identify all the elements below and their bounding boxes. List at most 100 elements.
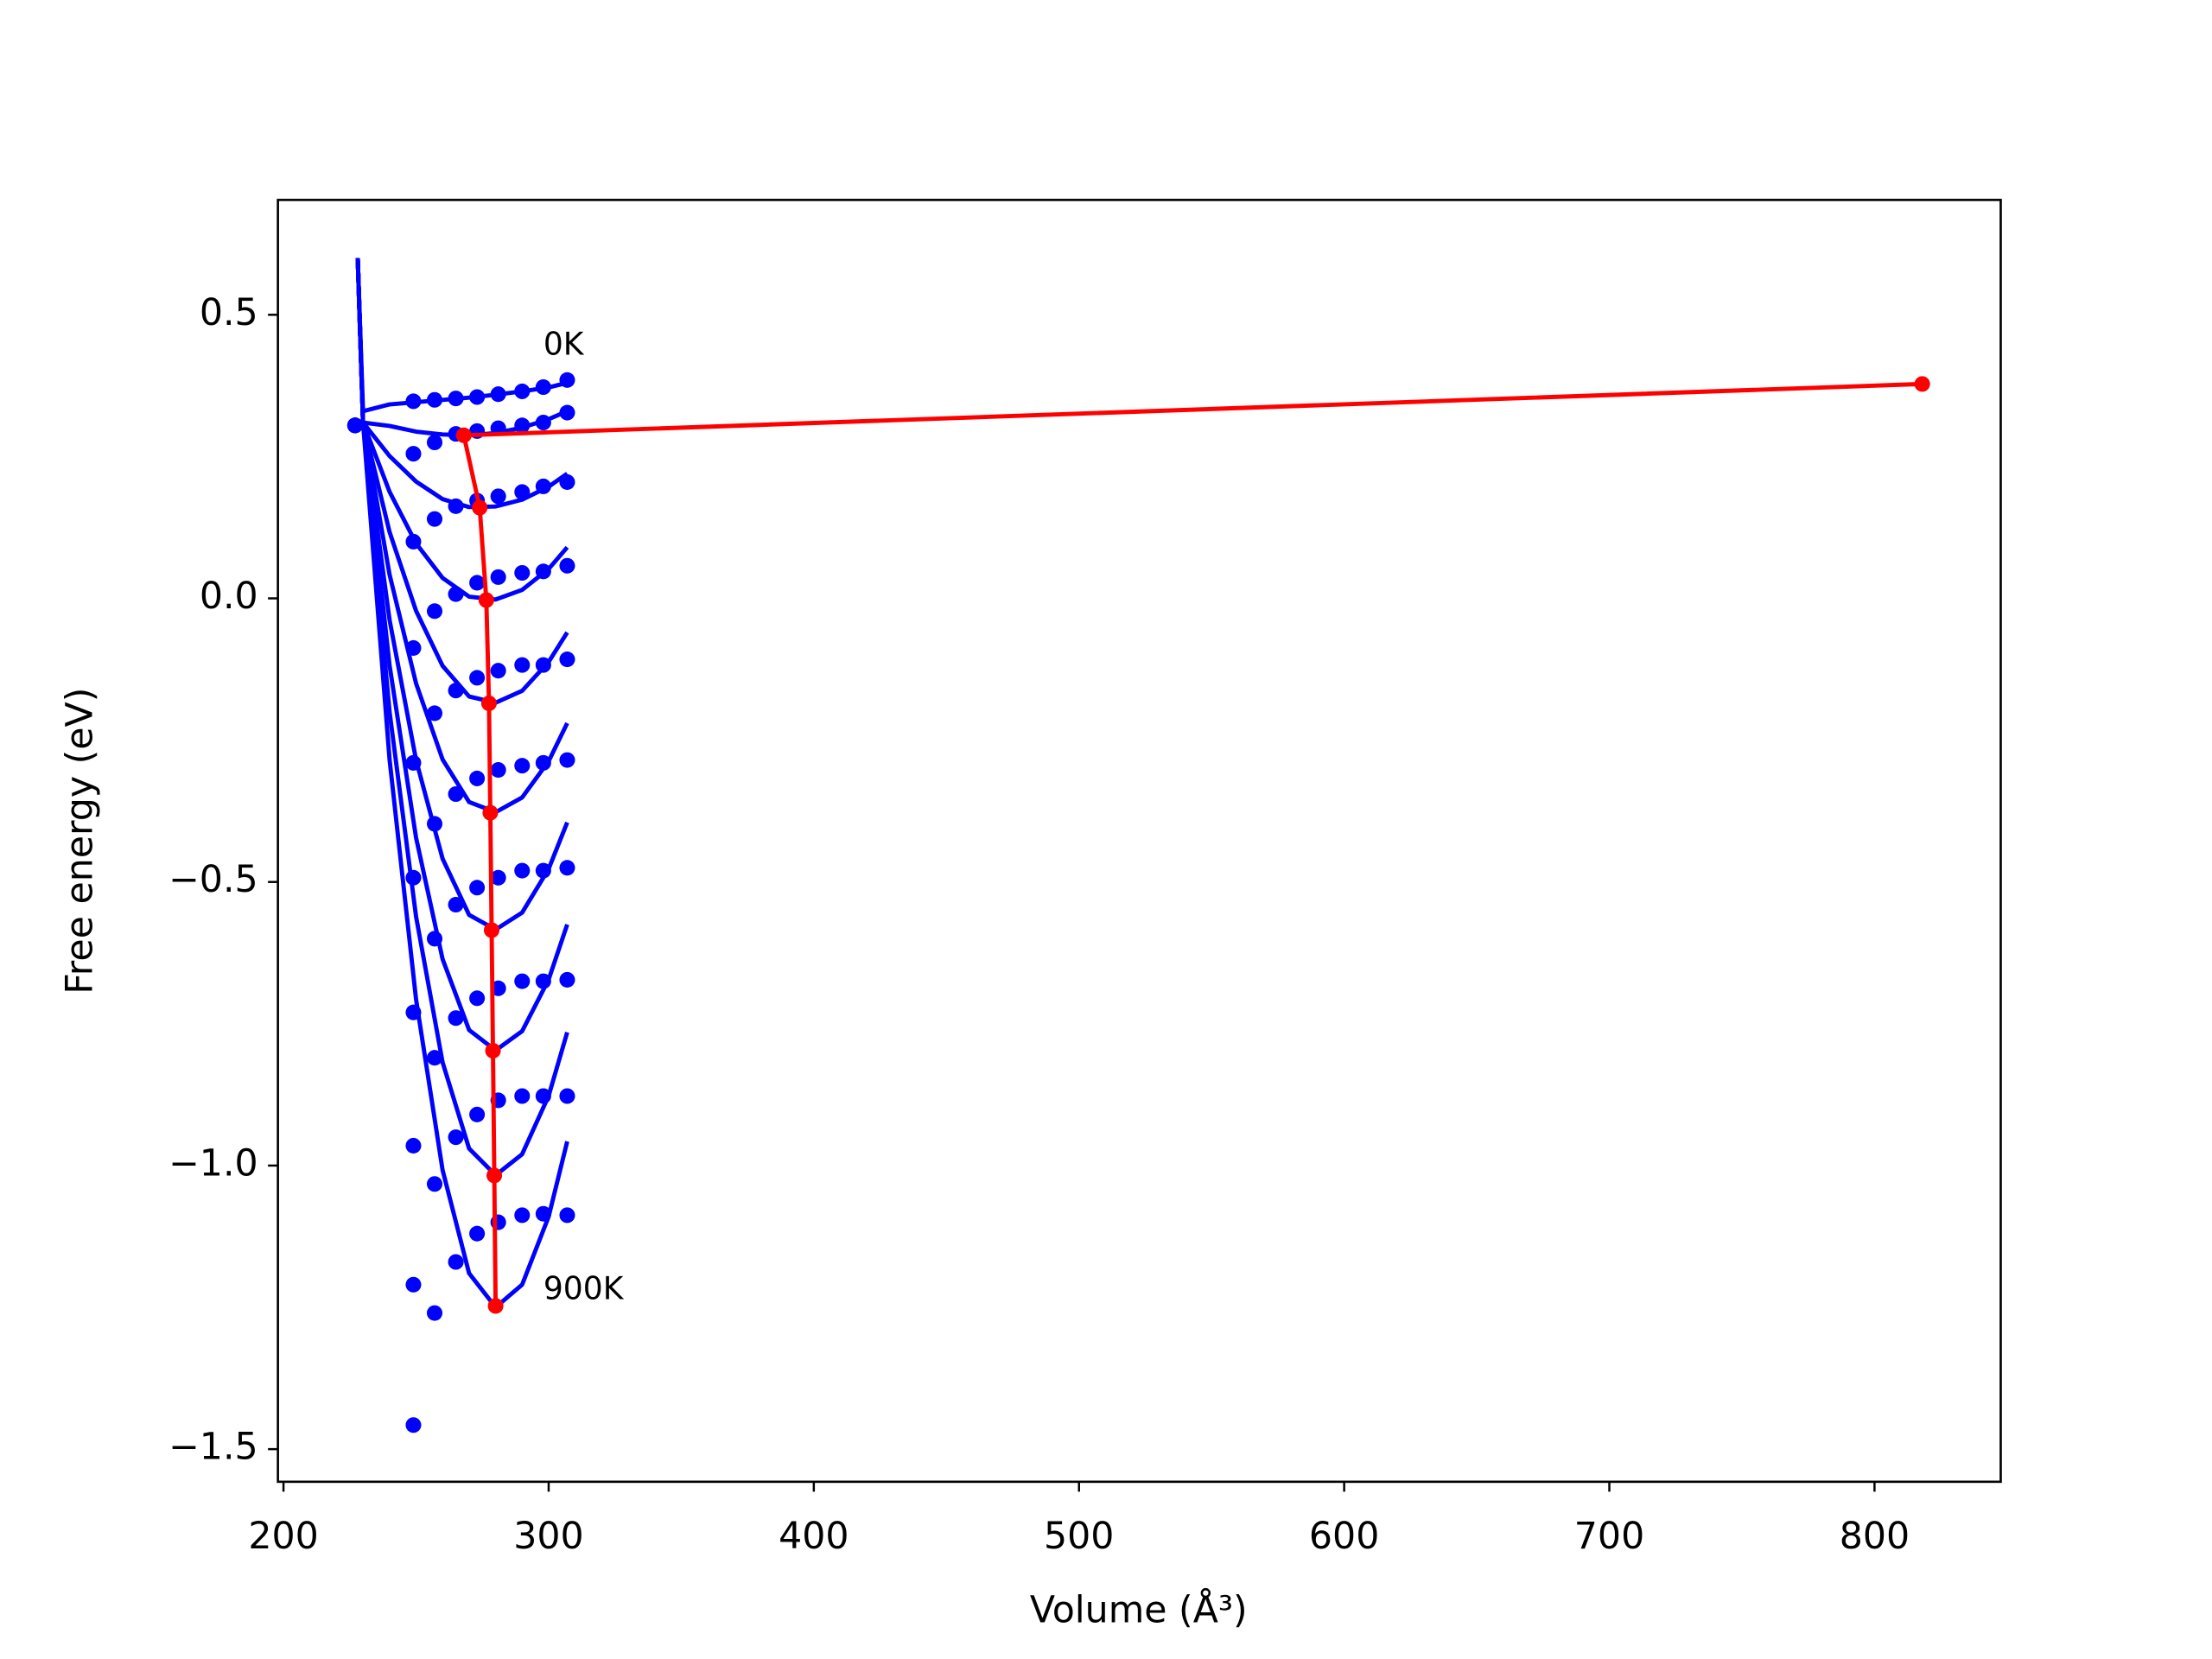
data-point	[448, 498, 464, 514]
data-point	[514, 973, 531, 989]
data-point	[405, 1417, 422, 1433]
y-tick-label: −1.5	[168, 1426, 258, 1469]
data-point	[490, 386, 506, 403]
data-point	[405, 639, 422, 656]
x-tick-label: 600	[1309, 1515, 1379, 1558]
x-axis-label: Volume (Å³)	[1030, 1587, 1248, 1631]
x-tick-label: 400	[779, 1515, 849, 1558]
data-point	[469, 770, 486, 786]
data-point	[485, 1042, 501, 1059]
data-point	[469, 880, 486, 896]
data-point	[483, 922, 500, 938]
x-tick-label: 200	[248, 1515, 318, 1558]
data-point	[535, 1205, 551, 1222]
data-point	[559, 557, 575, 574]
data-point	[426, 1050, 443, 1066]
data-point	[490, 663, 506, 679]
data-point	[535, 973, 551, 989]
data-point	[535, 657, 551, 673]
data-point	[514, 417, 531, 434]
data-point	[514, 862, 531, 879]
annotation: 0K	[543, 325, 585, 362]
data-point	[405, 869, 422, 886]
data-point	[448, 896, 464, 912]
x-tick-label: 300	[513, 1515, 583, 1558]
y-tick-label: 0.5	[200, 291, 258, 334]
data-point	[559, 474, 575, 490]
data-point	[455, 427, 472, 443]
annotation: 900K	[543, 1269, 625, 1306]
data-point	[405, 393, 422, 410]
data-point	[405, 1137, 422, 1154]
data-point	[426, 705, 443, 721]
y-tick-label: −1.0	[168, 1141, 258, 1185]
data-point	[514, 1207, 531, 1224]
data-point	[472, 499, 488, 516]
data-point	[535, 478, 551, 494]
data-point	[535, 754, 551, 771]
data-point	[448, 391, 464, 407]
y-axis-label: Free energy (eV)	[59, 688, 102, 995]
data-point	[469, 575, 486, 591]
data-point	[346, 417, 363, 434]
data-point	[448, 785, 464, 802]
data-point	[448, 1254, 464, 1270]
data-point	[514, 383, 531, 399]
x-tick-label: 800	[1840, 1515, 1910, 1558]
y-tick-label: −0.5	[168, 858, 258, 901]
data-point	[559, 652, 575, 668]
data-point	[490, 762, 506, 779]
data-point	[559, 1207, 575, 1224]
series-line	[355, 257, 569, 705]
data-point	[469, 670, 486, 686]
data-point	[559, 1088, 575, 1104]
series-line	[461, 381, 1923, 1306]
data-point	[559, 404, 575, 421]
plot-frame	[276, 199, 2002, 1484]
data-point	[487, 1298, 504, 1314]
series-line	[355, 257, 569, 815]
data-point	[514, 1088, 531, 1104]
data-point	[514, 484, 531, 500]
data-point	[559, 372, 575, 388]
data-point	[405, 1004, 422, 1020]
data-point	[405, 754, 422, 771]
data-point	[535, 378, 551, 396]
data-point	[1914, 376, 1930, 392]
data-point	[426, 816, 443, 832]
data-point	[426, 511, 443, 527]
data-point	[426, 391, 443, 408]
data-point	[486, 1167, 503, 1184]
data-point	[426, 603, 443, 620]
data-point	[469, 389, 486, 405]
data-point	[426, 1176, 443, 1192]
data-point	[482, 804, 499, 821]
series-line	[355, 257, 569, 1310]
data-point	[405, 533, 422, 550]
data-point	[448, 683, 464, 699]
y-tick-label: 0.0	[200, 575, 258, 618]
data-point	[448, 1129, 464, 1146]
data-point	[405, 1276, 422, 1293]
data-point	[535, 1088, 551, 1104]
data-point	[448, 1010, 464, 1027]
data-point	[535, 862, 551, 879]
data-point	[448, 586, 464, 602]
x-tick-label: 500	[1044, 1515, 1114, 1558]
data-point	[426, 434, 443, 451]
data-point	[490, 569, 506, 585]
series-line	[355, 257, 569, 932]
x-tick-label: 700	[1574, 1515, 1644, 1558]
data-point	[469, 990, 486, 1007]
data-point	[514, 758, 531, 774]
data-point	[490, 488, 506, 505]
data-point	[559, 971, 575, 988]
data-point	[535, 563, 551, 580]
data-point	[514, 564, 531, 581]
data-point	[426, 931, 443, 947]
data-point	[559, 860, 575, 876]
data-point	[469, 1225, 486, 1242]
data-point	[480, 695, 497, 711]
data-point	[426, 1305, 443, 1321]
